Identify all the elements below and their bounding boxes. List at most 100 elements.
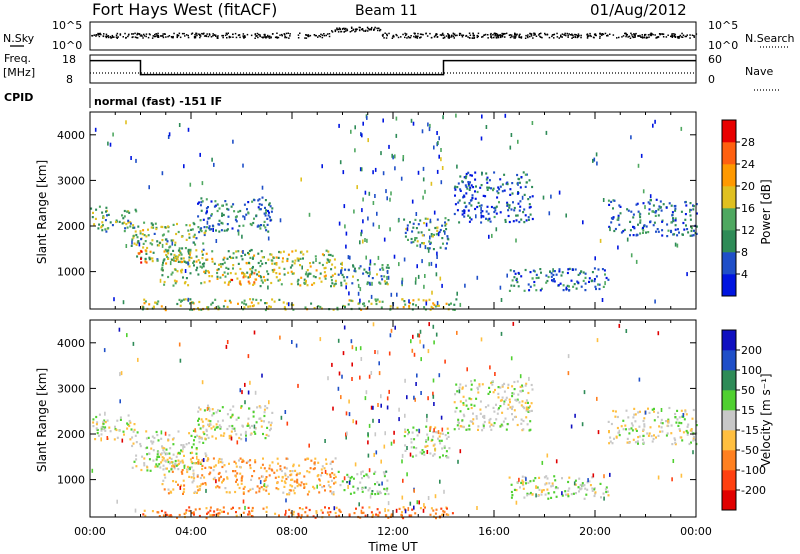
range-cell [510, 356, 513, 361]
y-tick-label: 4000 [57, 129, 85, 142]
range-cell [176, 516, 178, 519]
range-cell [231, 415, 234, 418]
range-cell [238, 507, 241, 510]
range-cell [345, 432, 347, 437]
range-cell [372, 222, 375, 227]
range-cell [159, 278, 162, 283]
nsky-point [519, 33, 521, 36]
range-cell [541, 460, 544, 465]
range-cell [384, 492, 387, 496]
range-cell [658, 425, 661, 428]
range-cell [529, 213, 532, 216]
nsky-point [383, 37, 385, 39]
range-cell [548, 482, 551, 485]
range-cell [92, 425, 95, 428]
nsky-point [556, 36, 559, 38]
range-cell [163, 250, 166, 253]
range-cell [347, 303, 350, 306]
range-cell [337, 273, 340, 276]
nsky-point [185, 34, 188, 36]
range-cell [403, 300, 406, 303]
range-cell [486, 176, 489, 179]
range-cell [105, 230, 108, 233]
range-cell [94, 438, 97, 441]
range-cell [270, 421, 273, 424]
nsky-point [684, 35, 686, 38]
range-cell [650, 435, 653, 438]
range-cell [429, 513, 432, 516]
nsky-point [250, 34, 253, 37]
range-cell [432, 454, 435, 457]
range-cell [409, 501, 412, 506]
nsky-point [501, 32, 503, 35]
range-cell [287, 475, 290, 479]
range-cell [173, 465, 176, 468]
range-cell [183, 484, 186, 487]
range-cell [401, 459, 403, 464]
nsky-point [199, 34, 201, 37]
nsky-point [587, 34, 589, 36]
range-cell [182, 479, 185, 482]
range-cell [195, 255, 198, 258]
range-cell [609, 440, 612, 443]
range-cell [682, 413, 685, 417]
range-cell [494, 206, 497, 209]
range-cell [134, 434, 137, 437]
range-cell [196, 266, 199, 269]
range-cell [430, 233, 433, 236]
range-cell [267, 209, 269, 213]
range-cell [289, 489, 292, 492]
range-cell [487, 392, 490, 395]
range-cell [266, 223, 269, 226]
range-cell [206, 210, 208, 213]
range-cell [354, 125, 356, 130]
range-cell [420, 231, 423, 234]
range-cell [616, 415, 619, 419]
range-cell [161, 456, 164, 459]
range-cell [143, 298, 146, 301]
range-cell [412, 121, 415, 126]
range-cell [179, 300, 182, 303]
range-cell [652, 210, 655, 213]
range-cell [665, 420, 667, 423]
nsky-point [534, 32, 536, 35]
range-cell [215, 426, 218, 429]
range-cell [423, 284, 425, 289]
nsky-point [404, 32, 406, 35]
nsky-point [255, 35, 257, 37]
range-cell [506, 273, 508, 278]
range-cell [297, 283, 300, 286]
range-cell [481, 114, 483, 119]
range-cell [655, 230, 657, 233]
range-cell [545, 274, 548, 277]
nsky-point [359, 29, 361, 32]
range-cell [235, 433, 238, 436]
range-cell [540, 287, 543, 290]
range-cell [666, 419, 669, 422]
nsky-point [102, 35, 105, 38]
range-cell [218, 409, 221, 412]
range-cell [204, 229, 207, 232]
range-cell [241, 258, 244, 261]
nsky-point [476, 36, 479, 39]
range-cell [522, 487, 525, 490]
nsky-point [154, 33, 156, 36]
range-cell [497, 192, 500, 195]
range-cell [442, 454, 444, 457]
range-cell [531, 388, 534, 391]
nsky-point [228, 35, 231, 38]
range-cell [226, 257, 229, 260]
range-cell [441, 513, 444, 516]
range-cell [202, 218, 205, 221]
range-cell [517, 393, 520, 396]
range-cell [185, 277, 188, 280]
range-cell [255, 214, 258, 217]
range-cell [211, 257, 214, 260]
range-cell [360, 167, 363, 172]
range-cell [521, 400, 524, 403]
range-cell [208, 466, 211, 469]
range-cell [533, 280, 536, 284]
range-cell [544, 483, 547, 486]
range-cell [553, 475, 556, 478]
range-cell [493, 410, 496, 413]
